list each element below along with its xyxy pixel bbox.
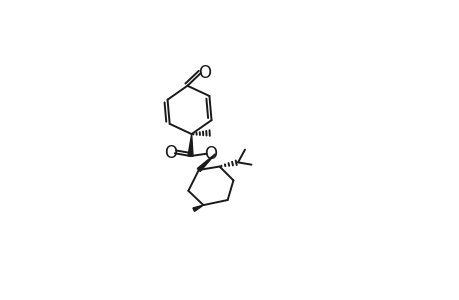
Text: O: O bbox=[164, 144, 177, 162]
Polygon shape bbox=[197, 154, 215, 172]
Polygon shape bbox=[188, 134, 193, 156]
Text: O: O bbox=[198, 64, 211, 82]
Polygon shape bbox=[192, 205, 203, 212]
Text: O: O bbox=[204, 145, 217, 163]
